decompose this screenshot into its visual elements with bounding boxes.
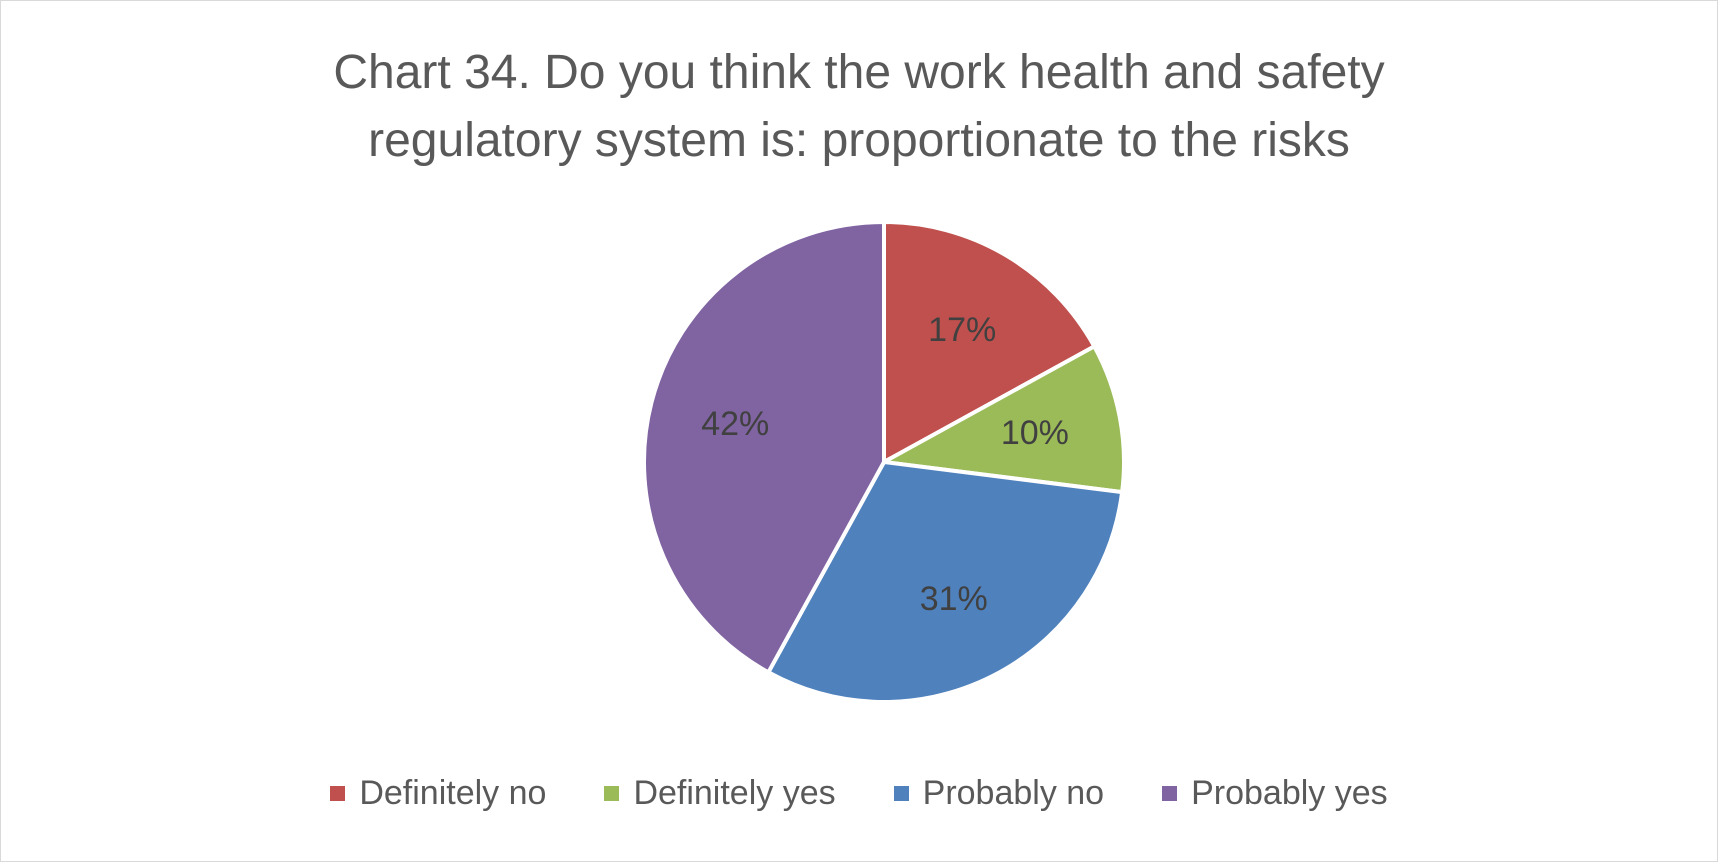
chart-title: Chart 34. Do you think the work health a… (1, 39, 1717, 175)
legend: Definitely no Definitely yes Probably no… (1, 771, 1717, 815)
pie-chart: 17% 10% 31% 42% (642, 220, 1126, 704)
data-label-definitely-yes: 10% (1001, 414, 1069, 452)
legend-swatch-probably-no (893, 785, 909, 801)
legend-swatch-probably-yes (1162, 785, 1178, 801)
legend-swatch-definitely-yes (604, 785, 620, 801)
legend-item-definitely-yes: Definitely yes (604, 771, 836, 815)
legend-item-probably-no: Probably no (893, 771, 1105, 815)
legend-label-definitely-yes: Definitely yes (633, 774, 836, 812)
pie-slice-definitely-no (882, 220, 1097, 464)
legend-item-definitely-no: Definitely no (330, 771, 546, 815)
data-label-probably-yes: 42% (701, 405, 769, 443)
pie-slice-probably-no (766, 460, 1125, 704)
legend-label-probably-no: Probably no (922, 774, 1105, 812)
data-label-definitely-no: 17% (928, 311, 996, 349)
chart-title-line-2: regulatory system is: proportionate to t… (368, 114, 1350, 167)
legend-label-probably-yes: Probably yes (1191, 774, 1388, 812)
data-label-probably-no: 31% (920, 580, 988, 618)
legend-label-definitely-no: Definitely no (359, 774, 547, 812)
legend-swatch-definitely-no (330, 785, 346, 801)
pie-slice-definitely-yes (882, 344, 1126, 495)
chart-title-line-1: Chart 34. Do you think the work health a… (333, 46, 1385, 99)
legend-item-probably-yes: Probably yes (1162, 771, 1388, 815)
pie-slice-probably-yes (642, 220, 886, 675)
